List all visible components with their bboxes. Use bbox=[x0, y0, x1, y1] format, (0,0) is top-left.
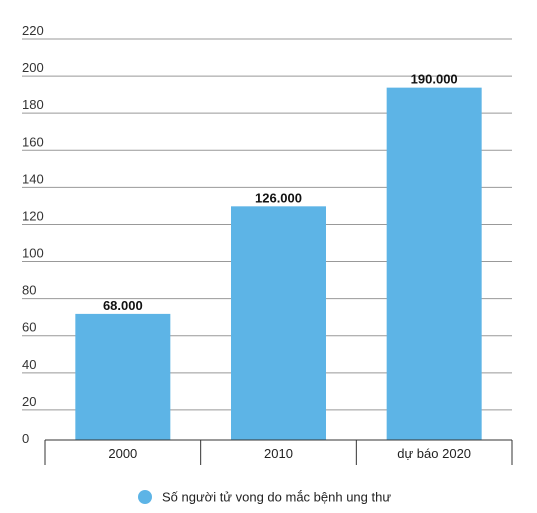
y-tick-label: 100 bbox=[22, 246, 44, 261]
y-tick-label: 60 bbox=[22, 320, 36, 335]
data-label: 68.000 bbox=[103, 298, 143, 313]
x-tick-label: dự báo 2020 bbox=[397, 446, 471, 461]
bar bbox=[75, 313, 171, 440]
y-tick-label: 200 bbox=[22, 60, 44, 75]
data-labels: 68.000 126.000 190.000 bbox=[103, 72, 458, 313]
y-tick-label: 0 bbox=[22, 431, 29, 446]
bars bbox=[75, 87, 482, 441]
legend: Số người tử vong do mắc bệnh ung thư bbox=[138, 490, 391, 505]
y-tick-label: 160 bbox=[22, 134, 44, 149]
y-tick-label: 180 bbox=[22, 97, 44, 112]
y-tick-label: 120 bbox=[22, 208, 44, 223]
x-tick-label: 2000 bbox=[108, 446, 137, 461]
bar bbox=[386, 87, 482, 441]
y-tick-label: 40 bbox=[22, 357, 36, 372]
y-tick-label: 220 bbox=[22, 23, 44, 38]
data-label: 126.000 bbox=[255, 190, 302, 205]
y-axis-tick-labels: 0 20 40 60 80 100 120 140 160 180 200 220 bbox=[22, 23, 44, 446]
x-tick-label: 2010 bbox=[264, 446, 293, 461]
legend-label: Số người tử vong do mắc bệnh ung thư bbox=[162, 490, 391, 505]
y-tick-label: 140 bbox=[22, 171, 44, 186]
data-label: 190.000 bbox=[411, 72, 458, 87]
legend-swatch bbox=[138, 490, 152, 504]
x-axis: 2000 2010 dự báo 2020 bbox=[44, 439, 513, 465]
y-tick-label: 20 bbox=[22, 394, 36, 409]
bar bbox=[231, 206, 326, 440]
y-tick-label: 80 bbox=[22, 283, 36, 298]
